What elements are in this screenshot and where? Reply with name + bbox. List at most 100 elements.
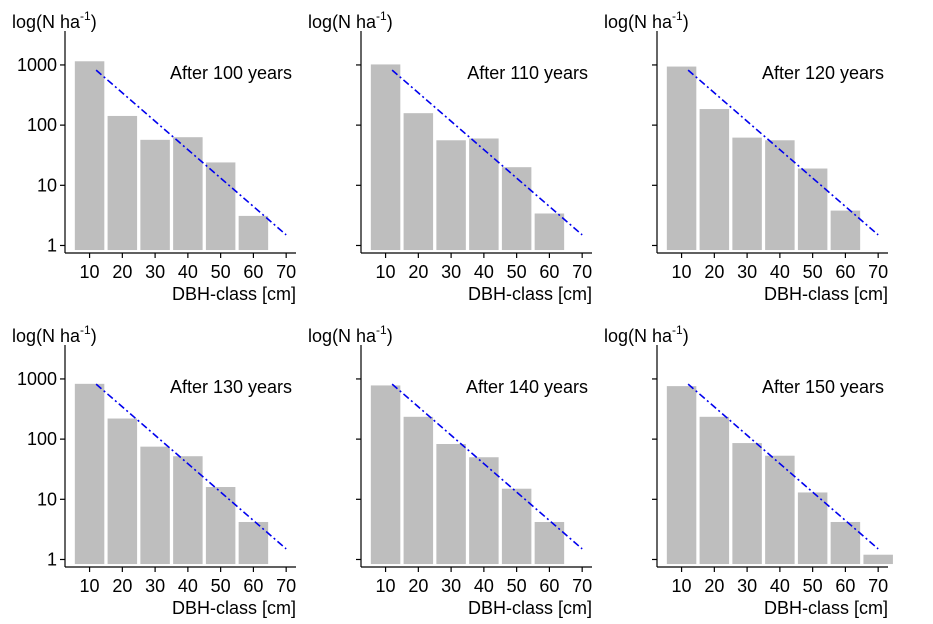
x-tick-label-70: 70 (572, 576, 592, 596)
x-tick-label-50: 50 (803, 262, 823, 282)
x-tick-label-60: 60 (539, 262, 559, 282)
bar-20 (403, 113, 434, 251)
x-tick-label-30: 30 (737, 576, 757, 596)
bar-50 (205, 162, 236, 251)
y-axis-label: log(N ha-1) (604, 9, 689, 32)
bar-60 (238, 521, 269, 565)
x-tick-label-40: 40 (474, 262, 494, 282)
bar-20 (107, 115, 138, 251)
bar-50 (501, 488, 532, 565)
panel-title: After 110 years (467, 63, 588, 83)
bar-10 (666, 66, 697, 251)
x-axis-label: DBH-class [cm] (468, 598, 592, 618)
x-tick-label-50: 50 (803, 576, 823, 596)
bar-10 (370, 385, 401, 565)
bar-60 (830, 210, 861, 251)
x-tick-label-20: 20 (408, 262, 428, 282)
x-tick-label-20: 20 (704, 576, 724, 596)
x-tick-label-60: 60 (243, 576, 263, 596)
bar-40 (765, 140, 795, 251)
x-tick-label-50: 50 (507, 262, 527, 282)
y-axis-label: log(N ha-1) (604, 323, 689, 346)
bar-20 (403, 416, 434, 565)
panel-title: After 140 years (466, 377, 588, 397)
x-tick-label-40: 40 (178, 576, 198, 596)
x-tick-label-30: 30 (145, 262, 165, 282)
y-axis-label: log(N ha-1) (308, 9, 393, 32)
x-tick-label-40: 40 (770, 262, 790, 282)
bar-10 (370, 64, 401, 251)
bar-10 (666, 386, 697, 565)
x-axis-label: DBH-class [cm] (172, 598, 296, 618)
x-tick-label-40: 40 (474, 576, 494, 596)
x-tick-label-50: 50 (211, 576, 231, 596)
x-tick-label-10: 10 (376, 576, 396, 596)
x-tick-label-60: 60 (835, 576, 855, 596)
panel-title: After 100 years (170, 63, 292, 83)
reference-line (391, 69, 583, 236)
x-tick-label-20: 20 (704, 262, 724, 282)
y-axis-label: log(N ha-1) (12, 9, 97, 32)
x-tick-label-10: 10 (80, 262, 100, 282)
x-axis-label: DBH-class [cm] (764, 284, 888, 304)
y-axis-label: log(N ha-1) (308, 323, 393, 346)
y-tick-label-10: 10 (37, 489, 57, 509)
x-tick-label-60: 60 (243, 262, 263, 282)
reference-line (687, 69, 879, 236)
x-tick-label-10: 10 (376, 262, 396, 282)
x-tick-label-30: 30 (145, 576, 165, 596)
x-tick-label-70: 70 (276, 262, 296, 282)
x-axis-label: DBH-class [cm] (172, 284, 296, 304)
x-tick-label-10: 10 (672, 576, 692, 596)
bar-50 (501, 167, 532, 251)
bar-40 (469, 138, 499, 251)
x-tick-label-60: 60 (539, 576, 559, 596)
y-tick-label-100: 100 (27, 429, 57, 449)
y-tick-label-1000: 1000 (17, 369, 57, 389)
x-tick-label-30: 30 (737, 262, 757, 282)
x-tick-label-50: 50 (211, 262, 231, 282)
x-tick-label-70: 70 (276, 576, 296, 596)
y-tick-label-100: 100 (27, 115, 57, 135)
x-tick-label-40: 40 (178, 262, 198, 282)
reference-line (95, 69, 287, 236)
x-tick-label-70: 70 (868, 576, 888, 596)
bar-50 (205, 487, 236, 565)
bar-30 (140, 446, 170, 565)
bar-30 (732, 137, 762, 251)
x-tick-label-10: 10 (80, 576, 100, 596)
x-tick-label-20: 20 (408, 576, 428, 596)
bar-60 (534, 213, 565, 251)
bar-30 (732, 443, 762, 565)
y-tick-label-1: 1 (47, 549, 57, 569)
y-tick-label-1000: 1000 (17, 55, 57, 75)
x-tick-label-40: 40 (770, 576, 790, 596)
bar-30 (436, 140, 466, 251)
bar-30 (140, 139, 170, 251)
x-tick-label-30: 30 (441, 262, 461, 282)
x-tick-label-70: 70 (868, 262, 888, 282)
panel-title: After 150 years (762, 377, 884, 397)
bar-60 (830, 521, 861, 565)
reference-line (95, 383, 287, 550)
x-tick-label-20: 20 (112, 262, 132, 282)
bar-40 (469, 457, 499, 565)
bar-60 (238, 215, 269, 251)
bar-10 (74, 383, 105, 565)
bar-20 (699, 109, 730, 251)
bar-60 (534, 521, 565, 565)
y-tick-label-1: 1 (47, 235, 57, 255)
x-tick-label-60: 60 (835, 262, 855, 282)
bar-40 (173, 456, 203, 565)
x-tick-label-10: 10 (672, 262, 692, 282)
x-tick-label-70: 70 (572, 262, 592, 282)
bar-10 (74, 61, 105, 251)
y-axis-label: log(N ha-1) (12, 323, 97, 346)
bar-50 (797, 168, 828, 251)
